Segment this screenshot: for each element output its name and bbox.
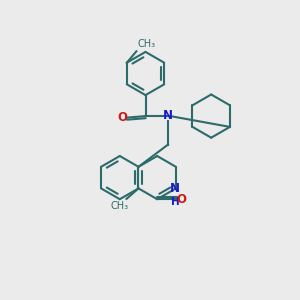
Text: O: O — [117, 111, 127, 124]
Text: CH₃: CH₃ — [111, 201, 129, 211]
Text: N: N — [170, 182, 180, 195]
Text: N: N — [163, 109, 173, 122]
Text: O: O — [176, 193, 187, 206]
Text: H: H — [171, 197, 180, 207]
Text: CH₃: CH₃ — [138, 39, 156, 49]
